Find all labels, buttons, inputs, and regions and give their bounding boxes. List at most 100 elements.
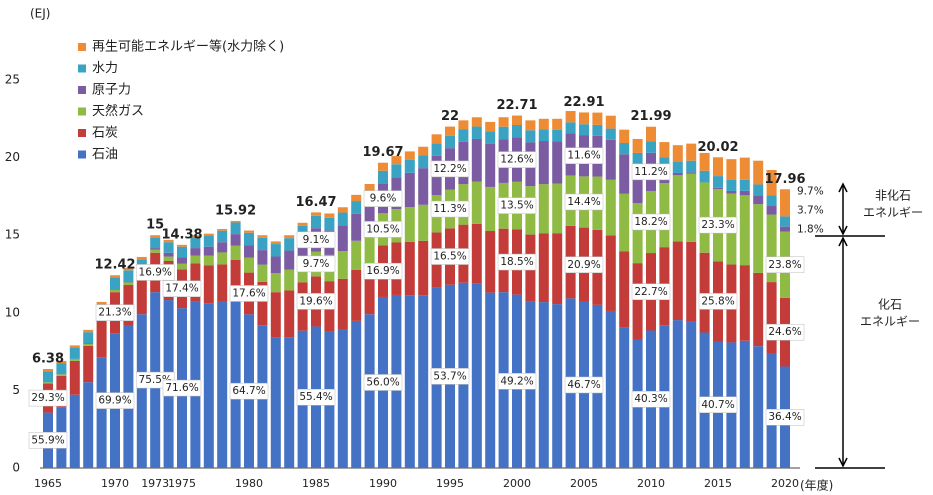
share-label: 13.5% (500, 200, 533, 212)
bar-segment (56, 363, 67, 375)
share-label: 9.1% (303, 234, 330, 246)
bar-segment (753, 272, 764, 347)
bar-segment (257, 237, 268, 251)
x-tick-label: 1970 (101, 477, 129, 490)
legend-swatch (78, 150, 86, 159)
bar-segment (177, 244, 187, 247)
bar-segment (391, 156, 402, 165)
bar-segment (69, 394, 80, 468)
bar-segment (686, 321, 697, 468)
share-label: 16.9% (139, 266, 172, 278)
bar-segment (364, 183, 375, 192)
x-tick-label: 2000 (503, 477, 531, 490)
bar-segment (485, 121, 496, 132)
bar-segment (257, 235, 268, 238)
bar-segment (203, 255, 214, 266)
bar-segment (324, 213, 335, 218)
bar-segment (498, 117, 509, 127)
bar-segment (96, 318, 107, 358)
x-tick-label: 1973 (141, 477, 169, 490)
bar-segment (726, 179, 737, 191)
bar-segment (699, 170, 710, 183)
bar-segment (83, 332, 94, 344)
share-label: 11.3% (433, 203, 466, 215)
bar-segment (565, 111, 576, 123)
share-label: 25.8% (701, 295, 734, 307)
bar-segment (311, 212, 321, 216)
bar-segment (337, 278, 348, 330)
bar-segment (498, 126, 509, 140)
legend-swatch (78, 86, 86, 94)
total-label: 16.47 (295, 195, 336, 210)
bar-segment (592, 112, 603, 125)
bar-segment (605, 235, 616, 311)
bar-segment (552, 304, 563, 468)
share-label-box (95, 304, 135, 321)
bar-segment (726, 190, 737, 194)
bar-segment (43, 382, 53, 384)
bar-segment (43, 368, 53, 372)
bar-segment (672, 320, 683, 468)
bar-segment (190, 235, 201, 238)
share-label-box (564, 256, 604, 274)
bar-segment (404, 295, 415, 468)
y-tick-label: 10 (5, 305, 20, 319)
share-label-box (430, 368, 470, 385)
bar-segment (311, 215, 321, 229)
share-label-box (631, 213, 671, 231)
bar-segment (659, 142, 670, 158)
bar-segment (83, 343, 94, 346)
y-unit: (EJ) (30, 7, 50, 21)
share-label: 40.7% (701, 399, 734, 411)
bar-segment (404, 159, 415, 173)
bar-segment (739, 157, 750, 180)
bar-segment (418, 168, 429, 205)
share-label: 36.4% (768, 411, 801, 423)
bar-segment (217, 264, 228, 302)
bar-segment (739, 190, 750, 196)
bar-segment (632, 164, 643, 204)
x-tick-label: 1975 (168, 477, 196, 490)
share-label: 71.6% (165, 382, 198, 394)
bar-segment (230, 220, 241, 223)
bar-segment (150, 249, 161, 253)
bar-segment (217, 230, 228, 243)
share-label-box (430, 248, 470, 265)
share-label-box (296, 255, 336, 273)
bar-segment (619, 251, 630, 328)
bar-segment (257, 281, 268, 326)
bar-segment (404, 151, 415, 160)
bar-segment (337, 207, 348, 213)
share-label-box (135, 264, 175, 281)
bar-segment (364, 262, 375, 315)
bar-segment (458, 120, 469, 130)
bar-segment (431, 143, 442, 156)
share-label: 20.9% (567, 259, 600, 271)
bar-segment (686, 173, 697, 242)
y-tick-label: 5 (12, 383, 20, 397)
total-label: 20.02 (697, 140, 738, 155)
share-label: 14.4% (567, 196, 600, 208)
bar-segment (337, 225, 348, 252)
share-label: 11.6% (567, 150, 600, 162)
total-label: 15 (146, 218, 164, 233)
bar-segment (351, 269, 362, 321)
total-label: 22.91 (563, 95, 604, 110)
bar-segment (753, 160, 764, 185)
share-label: 9.7% (303, 258, 330, 270)
share-label: 12.6% (500, 154, 533, 166)
bar-segment (284, 238, 295, 251)
bar-segment (56, 360, 67, 364)
bar-segment (270, 292, 281, 338)
bar-segment (485, 292, 496, 468)
bar-segment (150, 235, 161, 238)
bar-segment (780, 216, 790, 227)
x-tick-label: 2010 (637, 477, 665, 490)
bar-segment (766, 170, 777, 196)
bar-segment (203, 233, 214, 236)
bar-segment (69, 347, 80, 359)
bar-segment (672, 145, 683, 162)
x-tick-label: 1980 (235, 477, 263, 490)
share-label: 55.9% (31, 434, 64, 446)
bar-segment (592, 124, 603, 136)
